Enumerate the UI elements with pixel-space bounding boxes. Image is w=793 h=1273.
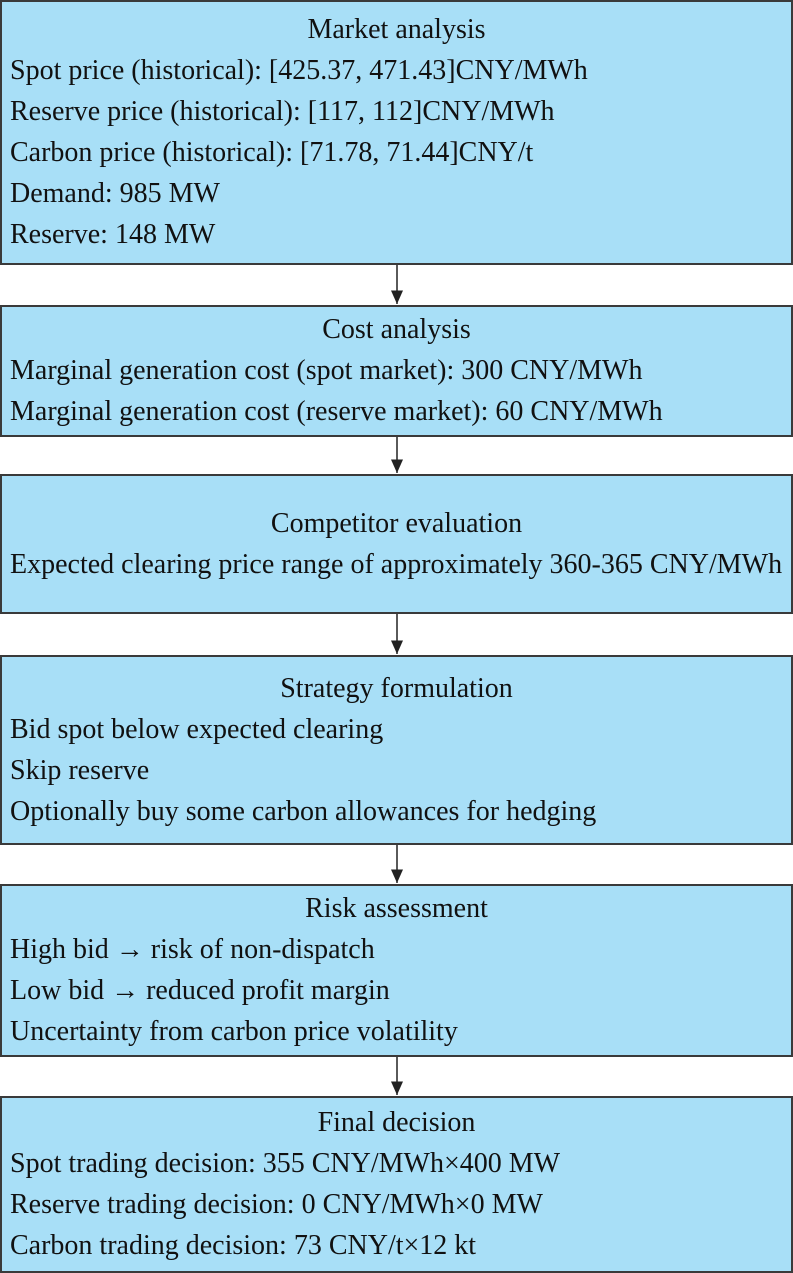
step-title: Competitor evaluation — [270, 507, 523, 539]
step-line: Bid spot below expected clearing — [10, 713, 384, 745]
step-title: Risk assessment — [305, 893, 488, 924]
step-line: Marginal generation cost (spot market): … — [10, 355, 643, 386]
step-line: Carbon price (historical): [71.78, 71.44… — [10, 137, 534, 168]
step-line: Reserve price (historical): [117, 112]CN… — [10, 96, 555, 127]
step-line: Skip reserve — [10, 754, 150, 786]
step-line: Optionally buy some carbon allowances fo… — [10, 795, 597, 827]
step-line: Low bid → reduced profit margin — [10, 975, 390, 1006]
step-line: High bid → risk of non-dispatch — [10, 934, 375, 965]
step-line: Demand: 985 MW — [10, 178, 220, 209]
step-line: Marginal generation cost (reserve market… — [10, 396, 663, 427]
step-title: Cost analysis — [322, 314, 471, 345]
step-line: Uncertainty from carbon price volatility — [10, 1016, 458, 1047]
step-box: Strategy formulation Bid spot below expec… — [0, 655, 793, 845]
step-line: Reserve trading decision: 0 CNY/MWh×0 MW — [10, 1189, 543, 1220]
step-line: Expected clearing price range of approxi… — [10, 548, 783, 580]
step-title: Market analysis — [307, 14, 486, 45]
step-box: Cost analysis Marginal generation cost (s… — [0, 305, 793, 437]
step-line: Reserve: 148 MW — [10, 219, 216, 250]
step-line: Spot price (historical): [425.37, 471.43… — [10, 55, 588, 86]
step-title: Final decision — [317, 1107, 476, 1138]
step-line: Carbon trading decision: 73 CNY/t×12 kt — [10, 1230, 477, 1261]
step-box: Market analysis Spot price (historical): … — [0, 0, 793, 265]
step-box: Final decision Spot trading decision: 355… — [0, 1096, 793, 1273]
step-box: Risk assessment High bid → risk of non-di… — [0, 884, 793, 1057]
step-title: Strategy formulation — [280, 672, 513, 704]
step-box: Competitor evaluation Expected clearing p… — [0, 474, 793, 614]
step-line: Spot trading decision: 355 CNY/MWh×400 M… — [10, 1148, 561, 1179]
